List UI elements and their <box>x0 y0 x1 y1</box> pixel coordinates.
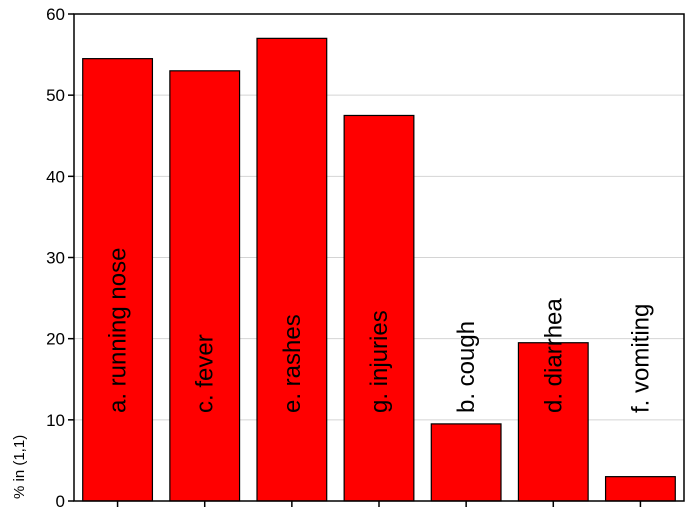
bar <box>430 423 502 502</box>
x-axis-ticks <box>116 501 642 507</box>
bar <box>517 342 589 502</box>
plot-frame <box>73 13 685 502</box>
bar <box>343 114 415 502</box>
bar-label: g. injuries <box>366 310 393 413</box>
bar-label: a. running nose <box>105 248 132 413</box>
y-axis-ticks: 0 10 20 30 40 50 60 <box>46 5 74 511</box>
bar-label: c. fever <box>192 334 219 413</box>
bar <box>604 476 676 502</box>
y-tick-label: 50 <box>46 86 65 105</box>
y-tick-label: 0 <box>56 492 65 511</box>
y-tick-label: 10 <box>46 411 65 430</box>
y-tick-label: 40 <box>46 167 65 186</box>
bar-label: d. diarrhea <box>540 298 567 413</box>
bar <box>82 58 154 502</box>
bar <box>169 70 241 502</box>
bar <box>256 37 328 502</box>
y-tick-label: 30 <box>46 249 65 268</box>
y-axis-label: % in (1,1) <box>11 435 28 499</box>
bar-label: b. cough <box>453 321 480 413</box>
bar-label: e. rashes <box>279 314 306 413</box>
y-tick-label: 60 <box>46 5 65 24</box>
bar-label: f. vomiting <box>627 304 654 413</box>
bars: a. running nose c. fever e. rashes g. injur… <box>82 37 676 502</box>
y-tick-label: 20 <box>46 330 65 349</box>
